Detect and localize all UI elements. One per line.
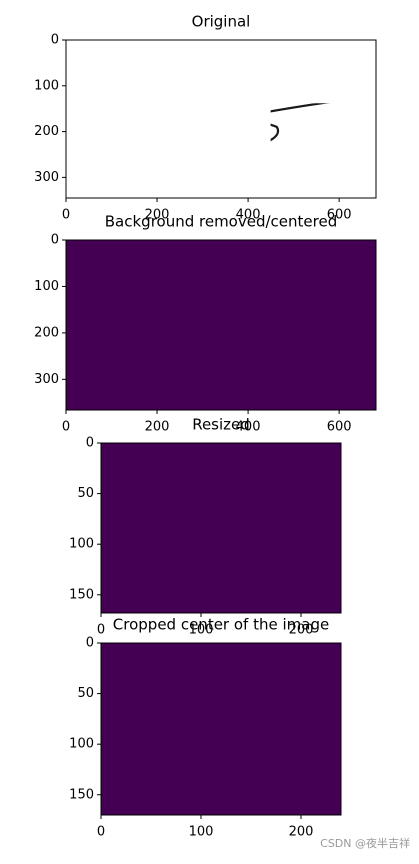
x-tick-label: 400 [236,420,261,435]
y-tick-label: 0 [51,33,59,48]
y-tick-label: 50 [77,486,94,501]
x-tick-label: 0 [62,208,70,223]
image-background [66,240,376,410]
y-tick-label: 200 [34,325,59,340]
x-tick-label: 100 [189,623,214,638]
y-tick-label: 100 [69,737,94,752]
y-tick-label: 0 [86,436,94,451]
y-tick-label: 150 [69,587,94,602]
y-tick-label: 0 [86,636,94,651]
panel-title: Cropped center of the image [113,616,329,634]
x-tick-label: 0 [62,420,70,435]
y-tick-label: 100 [34,279,59,294]
y-tick-label: 300 [34,170,59,185]
y-tick-label: 150 [69,787,94,802]
y-tick-label: 100 [34,78,59,93]
image-background [101,443,341,613]
y-tick-label: 50 [77,686,94,701]
x-tick-label: 200 [145,208,170,223]
image-background [101,643,341,815]
image-content [82,49,346,153]
x-tick-label: 0 [97,623,105,638]
x-tick-label: 0 [97,825,105,840]
image-background [66,40,376,198]
axes-frame [65,39,377,199]
x-tick-label: 100 [189,825,214,840]
y-tick-label: 200 [34,124,59,139]
axes-frame [65,239,377,411]
panel-title: Resized [192,416,250,434]
stroke [82,100,346,130]
x-tick-label: 200 [289,825,314,840]
axes-frame [100,442,342,614]
x-tick-label: 600 [327,208,352,223]
x-tick-label: 400 [236,208,261,223]
x-tick-label: 600 [327,420,352,435]
watermark: CSDN @夜半吉祥 [320,836,410,850]
panel-title: Background removed/centered [105,213,337,231]
y-tick-label: 0 [51,233,59,248]
y-tick-label: 300 [34,372,59,387]
x-tick-label: 200 [289,623,314,638]
axes-frame [100,642,342,816]
y-tick-label: 100 [69,537,94,552]
panel-title: Original [192,13,251,31]
x-tick-label: 200 [145,420,170,435]
